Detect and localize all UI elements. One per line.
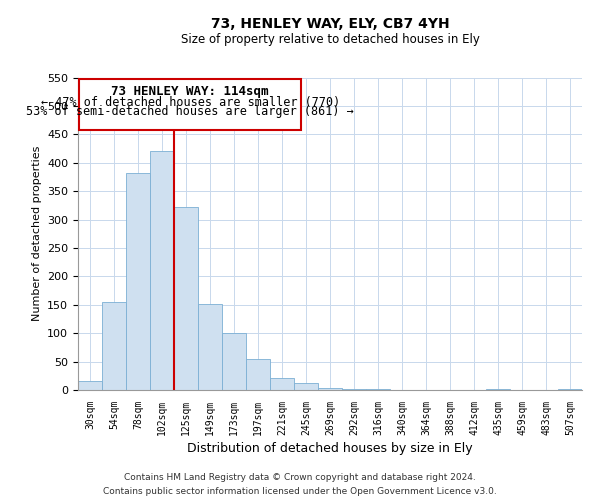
Bar	[198, 304, 222, 390]
Bar	[126, 173, 150, 390]
Text: Size of property relative to detached houses in Ely: Size of property relative to detached ho…	[181, 32, 479, 46]
Bar	[246, 359, 270, 390]
Bar	[79, 78, 301, 130]
Bar	[222, 333, 246, 390]
Text: ← 47% of detached houses are smaller (770): ← 47% of detached houses are smaller (77…	[41, 96, 340, 108]
Bar	[270, 378, 294, 390]
Bar	[150, 152, 174, 390]
Text: Contains public sector information licensed under the Open Government Licence v3: Contains public sector information licen…	[103, 486, 497, 496]
Text: Contains HM Land Registry data © Crown copyright and database right 2024.: Contains HM Land Registry data © Crown c…	[124, 473, 476, 482]
Bar	[78, 382, 102, 390]
Bar	[294, 383, 318, 390]
Bar	[102, 302, 126, 390]
Y-axis label: Number of detached properties: Number of detached properties	[32, 146, 41, 322]
Bar	[174, 207, 198, 390]
Text: 73 HENLEY WAY: 114sqm: 73 HENLEY WAY: 114sqm	[112, 86, 269, 98]
X-axis label: Distribution of detached houses by size in Ely: Distribution of detached houses by size …	[187, 442, 473, 455]
Bar	[318, 388, 342, 390]
Text: 73, HENLEY WAY, ELY, CB7 4YH: 73, HENLEY WAY, ELY, CB7 4YH	[211, 18, 449, 32]
Text: 53% of semi-detached houses are larger (861) →: 53% of semi-detached houses are larger (…	[26, 105, 354, 118]
